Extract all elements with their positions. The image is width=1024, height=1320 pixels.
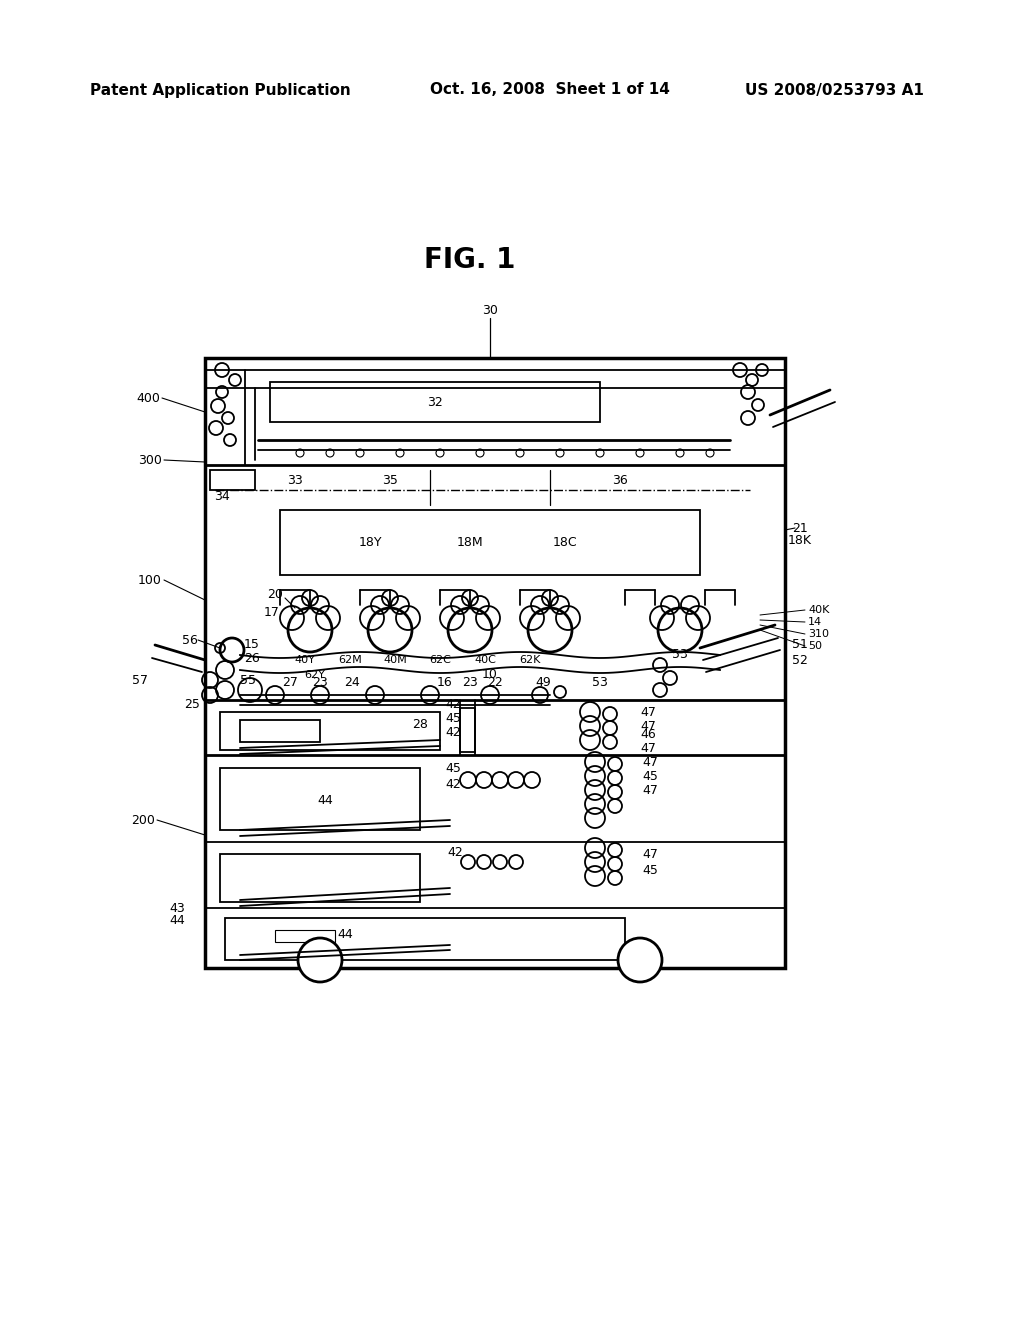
Text: 40M: 40M [383,655,407,665]
Text: 44: 44 [337,928,353,941]
Text: 62C: 62C [429,655,451,665]
Text: 34: 34 [214,490,229,503]
Text: 62Y: 62Y [304,671,326,680]
Text: 16: 16 [437,676,453,689]
Circle shape [298,939,342,982]
Text: 62K: 62K [519,655,541,665]
Bar [275,931,335,942]
Bar [225,917,625,960]
Text: 30: 30 [482,304,498,317]
Text: 400: 400 [136,392,160,404]
Bar [280,510,700,576]
Bar [240,719,319,742]
Text: 23: 23 [312,676,328,689]
Text: 42: 42 [445,779,461,792]
Text: 23: 23 [462,676,478,689]
Text: 20: 20 [267,589,283,602]
Text: FIG. 1: FIG. 1 [424,246,516,275]
Text: 62M: 62M [338,655,361,665]
Text: 52: 52 [792,653,808,667]
Bar [210,470,255,490]
Text: 33: 33 [287,474,303,487]
Text: US 2008/0253793 A1: US 2008/0253793 A1 [745,82,924,98]
Text: 42: 42 [445,726,461,738]
Text: 53: 53 [672,648,688,661]
Text: 200: 200 [131,813,155,826]
Text: 18K: 18K [788,533,812,546]
Text: 55: 55 [240,673,256,686]
Circle shape [618,939,662,982]
Text: 24: 24 [344,676,359,689]
Text: 40C: 40C [474,655,496,665]
Text: 47: 47 [640,742,656,755]
Text: 15: 15 [244,639,260,652]
Text: 45: 45 [642,770,657,783]
Text: 17: 17 [264,606,280,619]
Text: 35: 35 [382,474,398,487]
Text: 310: 310 [808,630,829,639]
Text: 21: 21 [793,521,808,535]
Text: 57: 57 [132,673,148,686]
Text: 50: 50 [808,642,822,651]
Text: 25: 25 [184,697,200,710]
Text: 14: 14 [808,616,822,627]
Text: 49: 49 [536,676,551,689]
Text: 47: 47 [642,784,657,796]
Text: 47: 47 [640,705,656,718]
Text: 27: 27 [282,676,298,689]
Text: 45: 45 [445,762,461,775]
Text: 42: 42 [445,697,461,710]
Text: 51: 51 [792,639,808,652]
Text: 47: 47 [642,755,657,768]
Text: 46: 46 [640,729,655,742]
Bar [220,854,420,902]
Text: 44: 44 [169,913,185,927]
Bar [205,358,785,968]
Text: 53: 53 [592,676,608,689]
Text: 18C: 18C [553,536,578,549]
Text: Patent Application Publication: Patent Application Publication [90,82,351,98]
Text: Oct. 16, 2008  Sheet 1 of 14: Oct. 16, 2008 Sheet 1 of 14 [430,82,670,98]
Text: 47: 47 [640,719,656,733]
Text: 10: 10 [482,668,498,681]
Text: 18M: 18M [457,536,483,549]
Text: 18Y: 18Y [358,536,382,549]
Text: 47: 47 [642,849,657,862]
Text: 45: 45 [445,711,461,725]
Text: 300: 300 [138,454,162,466]
Text: 42: 42 [447,846,463,858]
Text: 40Y: 40Y [295,655,315,665]
Text: 28: 28 [412,718,428,731]
Text: 22: 22 [487,676,503,689]
Bar [220,711,440,750]
Bar [220,768,420,830]
Text: 43: 43 [169,902,185,915]
Text: 32: 32 [427,396,442,408]
Bar [460,708,475,752]
Text: 100: 100 [138,573,162,586]
Text: 45: 45 [642,863,657,876]
Text: 40K: 40K [808,605,829,615]
Text: 36: 36 [612,474,628,487]
Bar [270,381,600,422]
Text: 44: 44 [317,793,333,807]
Text: 26: 26 [244,652,260,664]
Text: 56: 56 [182,634,198,647]
